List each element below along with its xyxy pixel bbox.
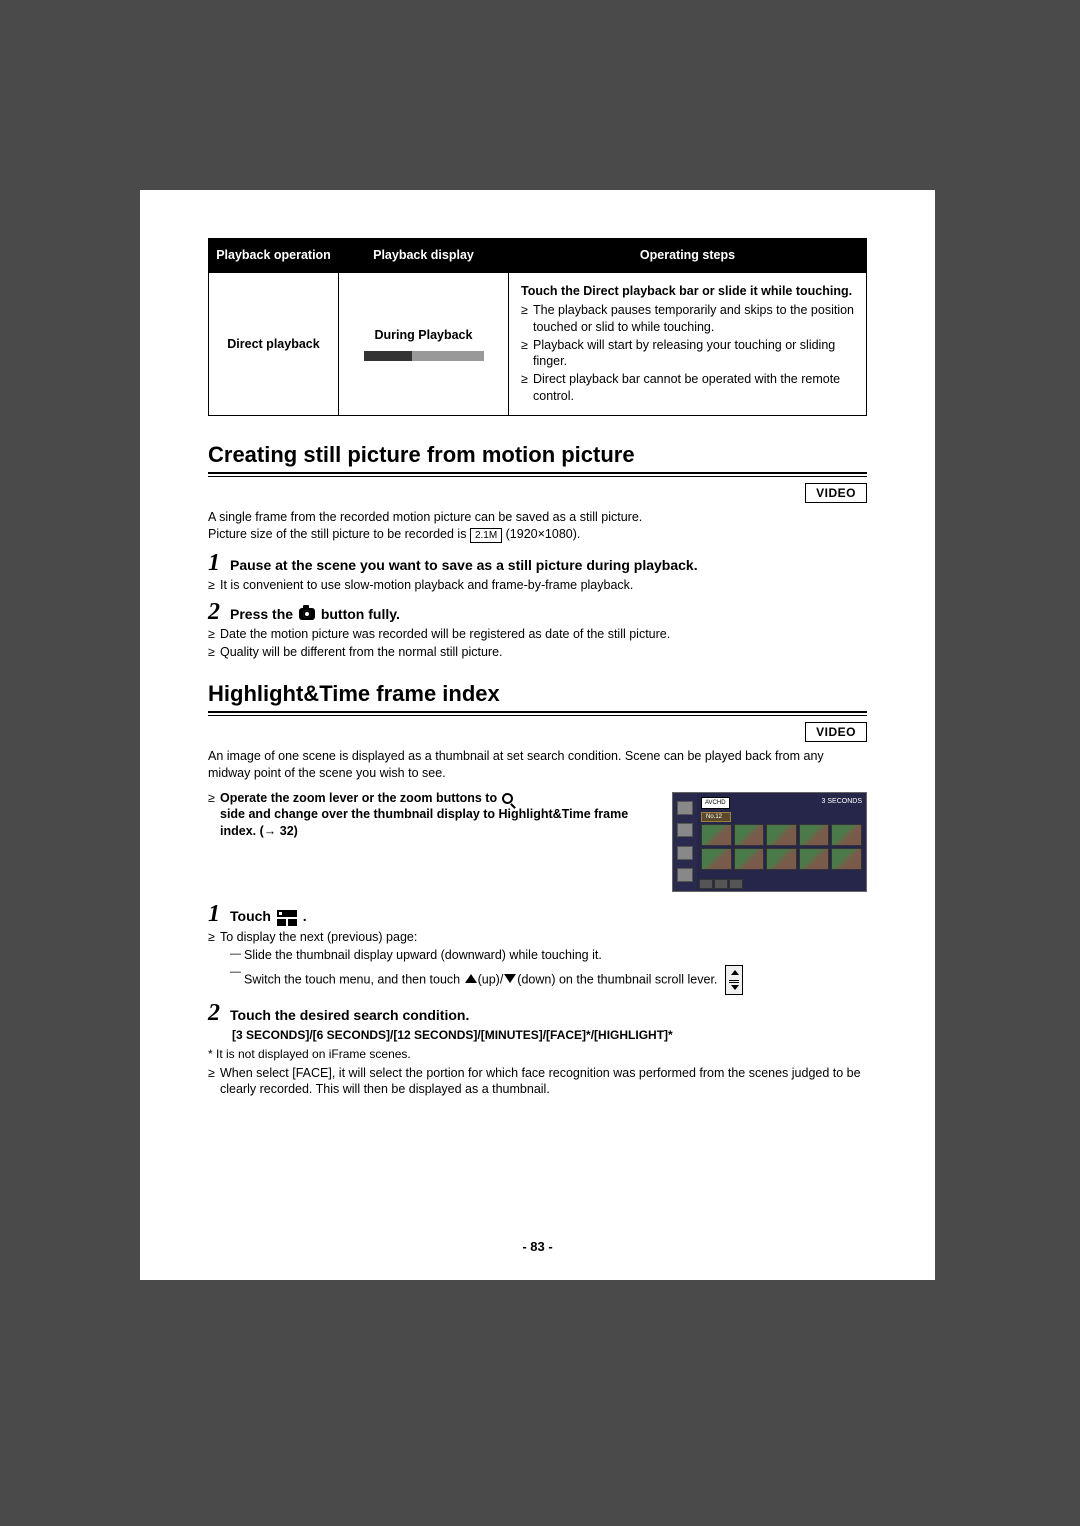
footnote-2-list: When select [FACE], it will select the p… xyxy=(208,1065,867,1099)
sidebar-icon xyxy=(677,846,693,860)
bullet-text: To display the next (previous) page: Sli… xyxy=(208,929,867,995)
bottom-icon xyxy=(714,879,728,889)
dash2a: Switch the touch menu, and then touch xyxy=(244,972,464,986)
bottom-icon xyxy=(699,879,713,889)
manual-page: Playback operation Playback display Oper… xyxy=(140,190,935,1280)
camera-icon xyxy=(299,608,315,620)
bullet-text: It is convenient to use slow-motion play… xyxy=(208,577,867,594)
dash2c: (down) on the thumbnail scroll lever. xyxy=(517,972,717,986)
dash-item: Slide the thumbnail display upward (down… xyxy=(220,947,867,964)
dash2b: (up)/ xyxy=(478,972,504,986)
thumb-bottom-bar xyxy=(699,879,864,889)
table-row: Direct playback During Playback Touch th… xyxy=(209,272,867,415)
size-box-icon: 2.1M xyxy=(470,528,502,544)
th-operation: Playback operation xyxy=(209,239,339,273)
step-number: 2 xyxy=(208,600,220,624)
condition-select-icon xyxy=(277,909,297,928)
bottom-icon xyxy=(729,879,743,889)
thumbnail-icon xyxy=(766,848,797,870)
viewport: Playback operation Playback display Oper… xyxy=(0,0,1080,1526)
section2-step-2: 2 Touch the desired search condition. xyxy=(208,1001,867,1025)
op-text-1: Operate the zoom lever or the zoom butto… xyxy=(220,791,501,805)
footnote-2: When select [FACE], it will select the p… xyxy=(208,1065,867,1099)
page-number: - 83 - xyxy=(140,1238,935,1256)
scroll-lever-icon xyxy=(725,965,743,995)
bullet-text: Date the motion picture was recorded wil… xyxy=(208,626,867,643)
video-badge: VIDEO xyxy=(805,722,867,742)
triangle-up-icon xyxy=(465,974,477,983)
during-playback-label: During Playback xyxy=(375,328,473,342)
operate-text: Operate the zoom lever or the zoom butto… xyxy=(208,790,867,841)
steps-bullet: Playback will start by releasing your to… xyxy=(521,337,854,371)
thumbnail-icon xyxy=(734,848,765,870)
dash-item: Switch the touch menu, and then touch (u… xyxy=(220,965,867,995)
steps-lead: Touch the Direct playback bar or slide i… xyxy=(521,283,854,300)
op-text-3: ) xyxy=(294,824,298,838)
op-ref: 32 xyxy=(280,824,294,838)
steps-bullet: Direct playback bar cannot be operated w… xyxy=(521,371,854,405)
step-2-bullets: Date the motion picture was recorded wil… xyxy=(208,626,867,661)
magnifier-icon xyxy=(502,793,513,804)
thumbnail-icon xyxy=(799,848,830,870)
th-steps: Operating steps xyxy=(509,239,867,273)
sub-text: To display the next (previous) page: xyxy=(220,930,417,944)
th-display: Playback display xyxy=(339,239,509,273)
footnote-1: * It is not displayed on iFrame scenes. xyxy=(208,1046,867,1062)
operate-bullet: Operate the zoom lever or the zoom butto… xyxy=(208,790,867,841)
section2-intro: An image of one scene is displayed as a … xyxy=(208,748,867,782)
step-number: 1 xyxy=(208,551,220,575)
thumbnail-icon xyxy=(831,848,862,870)
step-2-text-a: Press the xyxy=(230,606,297,622)
direct-playback-bar-icon xyxy=(364,351,484,361)
step-1-title: Touch . xyxy=(230,907,307,928)
touch-text: Touch xyxy=(230,908,275,924)
section-rule xyxy=(208,711,867,716)
step-1-bullets: It is convenient to use slow-motion play… xyxy=(208,577,867,594)
steps-bullet: The playback pauses temporarily and skip… xyxy=(521,302,854,336)
playback-table: Playback operation Playback display Oper… xyxy=(208,238,867,416)
step-1-title: Pause at the scene you want to save as a… xyxy=(230,556,698,575)
step-2: 2 Press the button fully. xyxy=(208,600,867,624)
sidebar-icon xyxy=(677,868,693,882)
intro-line2b: (1920×1080). xyxy=(502,527,580,541)
section2-step-1: 1 Touch . xyxy=(208,902,867,928)
step-2-title: Press the button fully. xyxy=(230,605,400,624)
video-badge: VIDEO xyxy=(805,483,867,503)
step-1: 1 Pause at the scene you want to save as… xyxy=(208,551,867,575)
cell-steps: Touch the Direct playback bar or slide i… xyxy=(509,272,867,415)
bullet-text: Quality will be different from the norma… xyxy=(208,644,867,661)
intro-line1: A single frame from the recorded motion … xyxy=(208,510,642,524)
step-number: 2 xyxy=(208,1001,220,1025)
triangle-down-icon xyxy=(504,974,516,983)
steps-bullet-list: The playback pauses temporarily and skip… xyxy=(521,302,854,405)
section-title-highlight: Highlight&Time frame index xyxy=(208,679,867,709)
section2-step1-bullets: To display the next (previous) page: Sli… xyxy=(208,929,867,995)
step-number: 1 xyxy=(208,902,220,926)
step-2-title: Touch the desired search condition. xyxy=(230,1006,469,1025)
section-title-still-picture: Creating still picture from motion pictu… xyxy=(208,440,867,470)
intro-text: A single frame from the recorded motion … xyxy=(208,509,867,543)
search-conditions-line: [3 SECONDS]/[6 SECONDS]/[12 SECONDS]/[MI… xyxy=(208,1027,867,1043)
thumbnail-icon xyxy=(701,848,732,870)
intro-line2a: Picture size of the still picture to be … xyxy=(208,527,470,541)
arrow-icon: → xyxy=(264,824,280,838)
dash-list: Slide the thumbnail display upward (down… xyxy=(220,947,867,995)
section-rule xyxy=(208,472,867,477)
cell-display: During Playback xyxy=(339,272,509,415)
step-2-text-b: button fully. xyxy=(317,606,400,622)
cell-operation: Direct playback xyxy=(209,272,339,415)
